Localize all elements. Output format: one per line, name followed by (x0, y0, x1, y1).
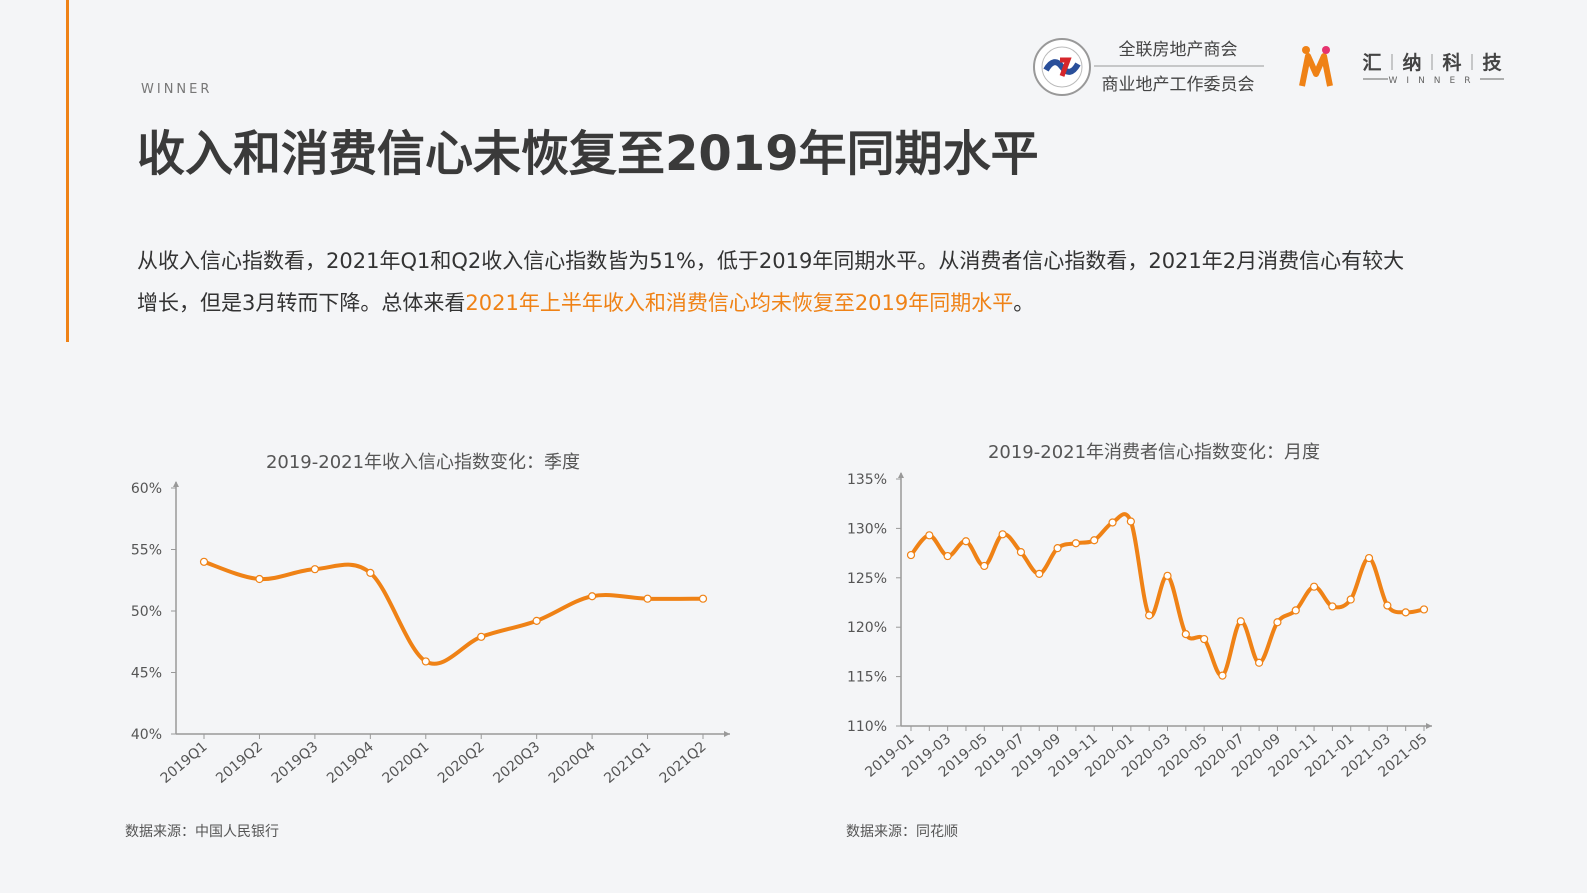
point (1145, 611, 1154, 620)
axis-arrow (724, 731, 730, 737)
point (1200, 634, 1209, 644)
y-tick-label: 110% (847, 719, 887, 735)
y-tick-label: 125% (847, 571, 887, 587)
point (421, 657, 430, 666)
axis-arrow (173, 481, 179, 487)
x-tick-label: 2019Q2 (213, 739, 266, 787)
x-tick-label: 2021Q2 (657, 739, 710, 787)
logo-chars: 汇纳科技 (1362, 51, 1502, 74)
line-series (909, 512, 1425, 678)
line-series (203, 559, 704, 666)
x-tick-label: 2020Q4 (546, 739, 599, 787)
text: 从收入信心指数看，2021年Q1和Q2收入信心指数皆为51%，低于2019年同期… (137, 249, 1405, 315)
x-tick-label: 2019Q3 (269, 739, 322, 787)
logo-shape (1043, 59, 1081, 75)
point (310, 565, 319, 574)
axis-arrow (1426, 723, 1432, 729)
point (532, 616, 541, 625)
point (1419, 605, 1429, 614)
y-tick-label: 60% (131, 481, 162, 497)
point (1383, 601, 1392, 610)
logos: 全联房地产商会 商业地产工作委员会 汇纳科技 WINNER (1033, 38, 1504, 96)
point (1291, 606, 1300, 615)
axis-arrow (898, 472, 904, 478)
point (1053, 544, 1062, 553)
point (906, 550, 916, 560)
point (588, 592, 597, 601)
point (1071, 539, 1080, 548)
y-tick-label: 120% (847, 620, 887, 636)
point (698, 594, 708, 603)
logo-ring (1041, 46, 1083, 88)
page-title: 收入和消费信心未恢复至2019年同期水平 (137, 126, 1039, 182)
chart-title: 2019-2021年消费者信心指数变化：月度 (988, 442, 1320, 463)
point (961, 537, 971, 546)
x-tick-label: 2019Q4 (324, 739, 377, 787)
point (1255, 658, 1264, 667)
logo-text: 全联房地产商会 (1119, 40, 1238, 60)
point (643, 594, 652, 603)
point (477, 632, 486, 641)
chart-title: 2019-2021年收入信心指数变化：季度 (266, 452, 580, 473)
point (998, 530, 1007, 539)
point (980, 561, 989, 571)
y-tick-label: 55% (131, 543, 162, 559)
point (1236, 617, 1245, 626)
point (1364, 553, 1374, 563)
paragraph: 从收入信心指数看，2021年Q1和Q2收入信心指数皆为51%，低于2019年同期… (137, 240, 1422, 324)
point (1218, 671, 1227, 680)
point (1401, 608, 1410, 617)
y-tick-label: 45% (131, 666, 162, 682)
logo-sub: WINNER (1389, 76, 1480, 86)
logo-char: 技 (1482, 51, 1502, 74)
point (925, 531, 934, 540)
highlight: 2021年上半年收入和消费信心均未恢复至2019年同期水平 (465, 291, 1014, 315)
text: 。 (1013, 291, 1035, 315)
point (1181, 630, 1190, 639)
point (199, 557, 209, 566)
accent-bar (66, 0, 69, 342)
x-tick-label: 2020Q3 (490, 739, 543, 787)
logo-dot (1302, 46, 1310, 54)
y-tick-label: 135% (847, 472, 887, 488)
point (1328, 602, 1337, 611)
x-tick-label: 2019Q1 (158, 739, 211, 787)
point (1090, 536, 1099, 545)
logo-char: 科 (1442, 51, 1461, 74)
x-tick-label: 2021Q1 (601, 739, 654, 787)
point (255, 574, 264, 584)
point (1163, 571, 1172, 580)
point (943, 551, 952, 561)
logo-dot (1322, 46, 1330, 54)
logo-char: 纳 (1402, 51, 1421, 74)
point (1126, 517, 1135, 526)
y-tick-label: 40% (131, 727, 162, 743)
source-note: 数据来源：同花顺 (846, 824, 958, 840)
y-tick-label: 50% (131, 604, 162, 620)
logo-shape (1059, 57, 1072, 77)
point (1309, 582, 1319, 591)
point (366, 568, 375, 577)
point (1035, 569, 1044, 578)
kicker: WINNER (141, 82, 213, 97)
y-tick-label: 130% (847, 521, 887, 537)
y-tick-label: 115% (847, 670, 887, 686)
point (1016, 548, 1026, 557)
source-note: 数据来源：中国人民银行 (125, 824, 279, 840)
logo-char: 汇 (1362, 52, 1381, 74)
x-tick-label: 2020Q2 (435, 739, 488, 787)
x-tick-label: 2020Q1 (380, 739, 433, 787)
logo-text: 商业地产工作委员会 (1102, 75, 1255, 95)
point (1273, 618, 1282, 627)
point (1346, 595, 1355, 604)
point (1108, 518, 1117, 527)
logo-mark (1299, 53, 1333, 87)
